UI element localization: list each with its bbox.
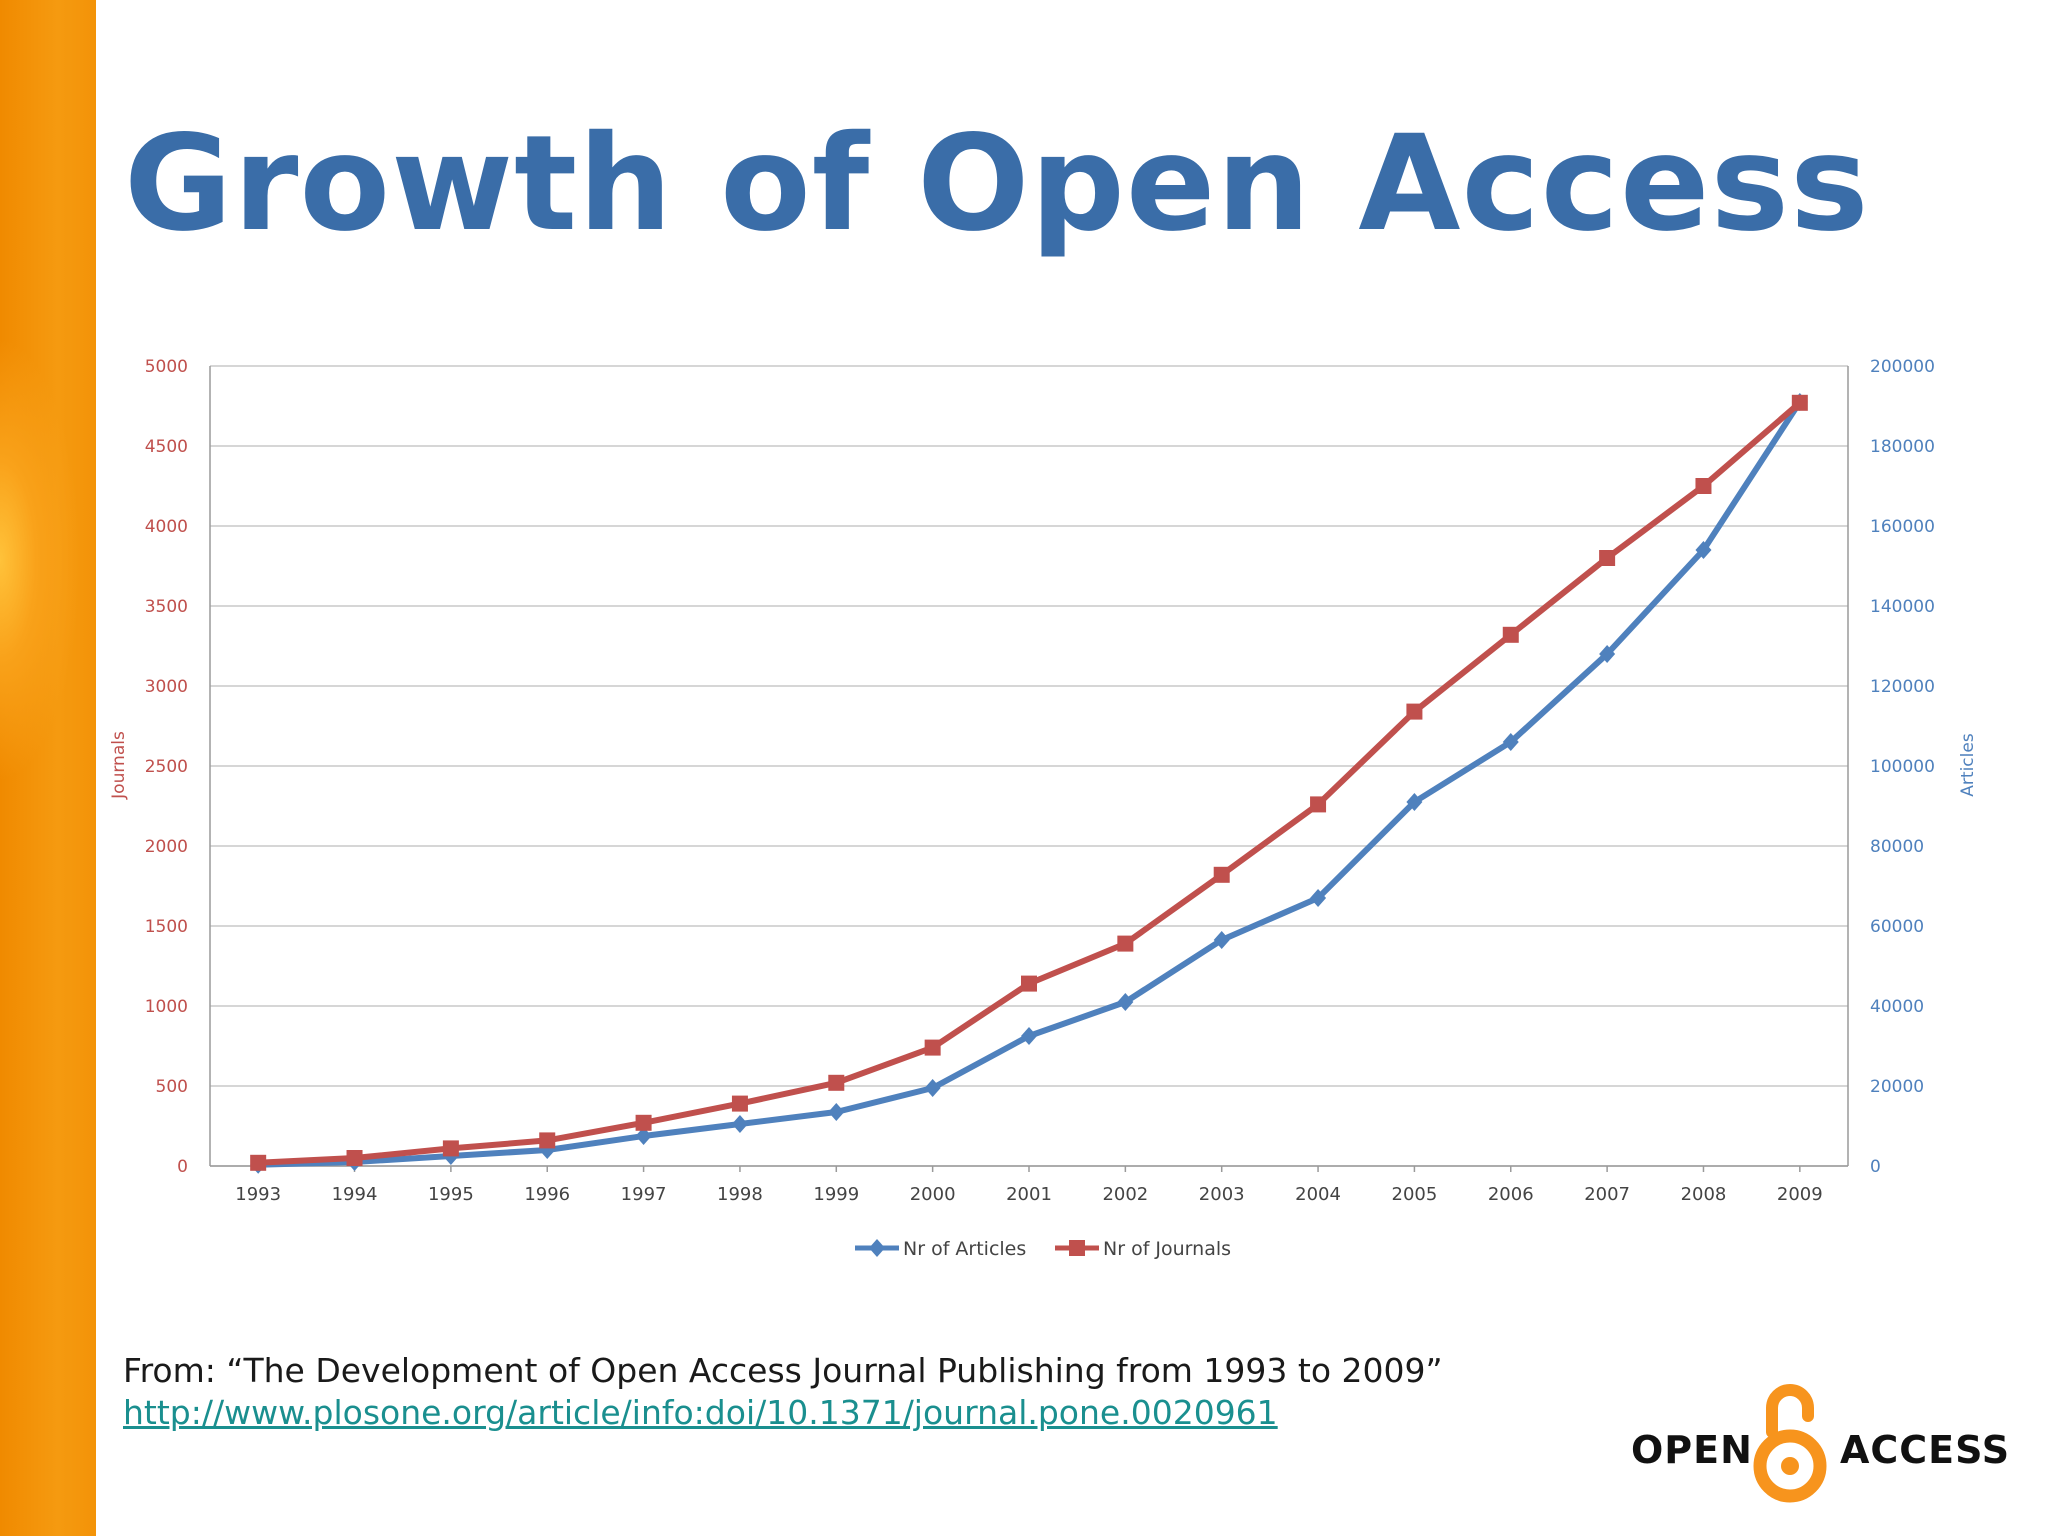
- data-point-nr-of-articles: [924, 1079, 941, 1097]
- data-point-nr-of-journals: [539, 1132, 556, 1149]
- x-tick-label: 2003: [1199, 1184, 1245, 1205]
- logo-access-text: ACCESS: [1840, 1428, 2011, 1472]
- right-tick-label: 20000: [1870, 1077, 1924, 1097]
- data-point-nr-of-articles: [1502, 733, 1519, 751]
- data-point-nr-of-journals: [731, 1095, 748, 1112]
- open-access-logo: OPEN ACCESS: [1625, 1372, 2009, 1512]
- x-tick-label: 2006: [1488, 1184, 1534, 1205]
- legend-item-nr-of-articles: Nr of Articles: [855, 1238, 1026, 1260]
- data-point-nr-of-journals: [442, 1140, 459, 1157]
- x-axis-ticks: 1993 1994 1995 1996 1997 1998 1999 2000 2001 2002…: [235, 1166, 1823, 1205]
- x-tick-label: 1996: [524, 1184, 570, 1205]
- left-tick-label: 3500: [145, 597, 188, 617]
- left-tick-label: 5000: [145, 357, 188, 377]
- left-tick-label: 4000: [145, 517, 188, 537]
- right-tick-label: 60000: [1870, 917, 1924, 937]
- data-point-nr-of-journals: [1213, 866, 1230, 883]
- right-axis-ticks: 0 20000 40000 60000 80000 100000 120000 140000 1…: [1870, 357, 1935, 1177]
- data-point-nr-of-articles: [828, 1103, 845, 1121]
- right-tick-label: 120000: [1870, 677, 1935, 697]
- x-tick-label: 2000: [910, 1184, 956, 1205]
- line-chart: 0 500 1000 1500 2000 2500 3000 3500 4000 4500 5000…: [109, 357, 1978, 1260]
- citation-text: From: “The Development of Open Access Jo…: [123, 1351, 1443, 1390]
- data-point-nr-of-journals: [635, 1114, 652, 1131]
- left-tick-label: 2000: [145, 837, 188, 857]
- right-tick-label: 100000: [1870, 757, 1935, 777]
- x-tick-label: 1993: [235, 1184, 281, 1205]
- series-nr-of-journals: [250, 394, 1808, 1171]
- logo-open-text: OPEN: [1631, 1428, 1753, 1472]
- data-point-nr-of-articles: [1695, 541, 1712, 559]
- data-point-nr-of-journals: [1021, 975, 1037, 992]
- data-point-nr-of-journals: [1310, 796, 1327, 813]
- data-point-nr-of-journals: [924, 1039, 941, 1056]
- data-point-nr-of-articles: [635, 1127, 652, 1145]
- chart-series: [250, 393, 1808, 1174]
- x-tick-label: 1994: [332, 1184, 378, 1205]
- right-tick-label: 180000: [1870, 437, 1935, 457]
- data-point-nr-of-journals: [1599, 550, 1616, 566]
- data-point-nr-of-journals: [1117, 935, 1134, 952]
- x-tick-label: 1999: [813, 1184, 859, 1205]
- x-tick-label: 2008: [1681, 1184, 1727, 1205]
- left-axis-ticks: 0 500 1000 1500 2000 2500 3000 3500 4000 4500 5000: [145, 357, 188, 1177]
- x-tick-label: 2009: [1777, 1184, 1823, 1205]
- series-line-nr-of-articles: [255, 399, 1803, 1168]
- chart-legend: Nr of Articles Nr of Journals: [855, 1238, 1231, 1260]
- right-tick-label: 0: [1870, 1157, 1881, 1177]
- left-tick-label: 0: [177, 1157, 188, 1177]
- data-point-nr-of-journals: [1695, 478, 1712, 494]
- left-tick-label: 1000: [145, 997, 188, 1017]
- x-tick-label: 2004: [1295, 1184, 1341, 1205]
- right-axis-label: Articles: [1958, 733, 1978, 797]
- data-point-nr-of-articles: [1406, 793, 1423, 811]
- left-tick-label: 2500: [145, 757, 188, 777]
- left-tick-label: 3000: [145, 677, 188, 697]
- series-line-nr-of-journals: [255, 399, 1803, 1166]
- right-tick-label: 160000: [1870, 517, 1935, 537]
- data-point-nr-of-articles: [1599, 645, 1616, 663]
- left-tick-label: 500: [156, 1077, 188, 1097]
- legend-marker: [1069, 1240, 1085, 1256]
- left-axis-label: Journals: [109, 731, 129, 800]
- data-point-nr-of-journals: [1791, 394, 1808, 411]
- x-tick-label: 1997: [621, 1184, 667, 1205]
- data-point-nr-of-articles: [1213, 931, 1230, 949]
- data-point-nr-of-journals: [1502, 626, 1519, 643]
- data-point-nr-of-articles: [1310, 889, 1327, 907]
- data-point-nr-of-journals: [828, 1074, 845, 1091]
- x-tick-label: 1995: [428, 1184, 474, 1205]
- legend-label: Nr of Articles: [903, 1238, 1026, 1260]
- x-tick-label: 2007: [1584, 1184, 1630, 1205]
- legend-marker: [869, 1239, 885, 1257]
- source-link[interactable]: http://www.plosone.org/article/info:doi/…: [123, 1393, 1278, 1432]
- left-tick-label: 4500: [145, 437, 188, 457]
- data-point-nr-of-journals: [250, 1154, 267, 1171]
- x-tick-label: 2002: [1102, 1184, 1148, 1205]
- legend-item-nr-of-journals: Nr of Journals: [1055, 1238, 1231, 1260]
- left-tick-label: 1500: [145, 917, 188, 937]
- right-tick-label: 200000: [1870, 357, 1935, 377]
- right-tick-label: 140000: [1870, 597, 1935, 617]
- right-tick-label: 40000: [1870, 997, 1924, 1017]
- left-accent-bar: [0, 0, 96, 1536]
- data-point-nr-of-journals: [1406, 703, 1423, 720]
- slide-title: Growth of Open Access: [124, 107, 1870, 261]
- data-point-nr-of-journals: [346, 1150, 363, 1166]
- x-tick-label: 2001: [1006, 1184, 1052, 1205]
- data-point-nr-of-articles: [1021, 1027, 1037, 1045]
- chart-grid: [210, 365, 1848, 1167]
- right-tick-label: 80000: [1870, 837, 1924, 857]
- legend-label: Nr of Journals: [1103, 1238, 1231, 1260]
- x-tick-label: 2005: [1392, 1184, 1438, 1205]
- open-lock-icon: [1753, 1384, 1827, 1503]
- x-tick-label: 1998: [717, 1184, 763, 1205]
- citation: From: “The Development of Open Access Jo…: [123, 1350, 1443, 1434]
- data-point-nr-of-articles: [731, 1115, 748, 1133]
- series-nr-of-articles: [250, 393, 1808, 1174]
- data-point-nr-of-articles: [1117, 993, 1134, 1011]
